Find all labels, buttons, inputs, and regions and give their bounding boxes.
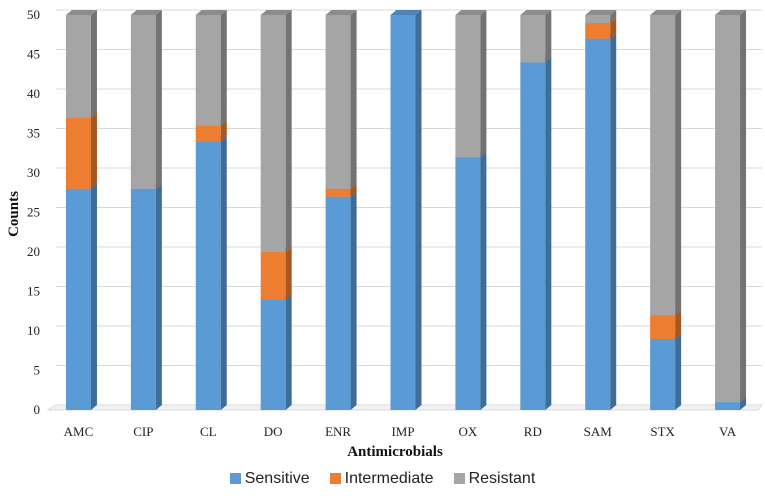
bar-segment-sensitive-rd — [520, 57, 552, 411]
bar-segment-resistant-do — [260, 10, 292, 252]
bar-segment-sensitive-amc — [65, 183, 97, 410]
y-tick-label: 30 — [27, 165, 40, 180]
bar-segment-sensitive-do — [260, 294, 292, 410]
x-tick-label: VA — [719, 424, 737, 439]
bar-segment-sensitive-sam — [585, 33, 617, 410]
x-tick-label: DO — [264, 424, 283, 439]
y-tick-label: 40 — [27, 86, 40, 101]
y-tick-label: 20 — [27, 244, 40, 259]
x-tick-label: ENR — [325, 424, 351, 439]
legend-label: Intermediate — [344, 470, 434, 487]
legend-swatch — [229, 473, 241, 484]
bar-segment-sensitive-enr — [325, 191, 357, 410]
legend-swatch — [329, 473, 341, 484]
x-tick-label: IMP — [391, 424, 414, 439]
y-tick-label: 45 — [27, 47, 40, 62]
x-axis-title: Antimicrobials — [347, 444, 443, 460]
bar-segment-sensitive-stx — [650, 333, 682, 410]
y-tick-label: 15 — [27, 284, 40, 299]
bar-segment-intermediate-amc — [65, 112, 97, 189]
x-tick-label: RD — [524, 424, 542, 439]
bar-segment-sensitive-cip — [130, 183, 162, 410]
y-tick-label: 10 — [27, 323, 40, 338]
bar-segment-resistant-stx — [650, 10, 682, 316]
y-tick-label: 5 — [34, 363, 41, 378]
bar-segment-resistant-amc — [65, 10, 97, 118]
bar-segment-sensitive-ox — [455, 152, 487, 410]
bar-segment-sensitive-imp — [390, 10, 422, 410]
x-tick-label: SAM — [584, 424, 613, 439]
legend-label: Sensitive — [244, 470, 310, 487]
y-tick-label: 50 — [27, 7, 40, 22]
legend-item-resistant: Resistant — [453, 470, 536, 488]
x-tick-label: AMC — [64, 424, 94, 439]
x-tick-label: CIP — [133, 424, 153, 439]
y-axis-title: Counts — [6, 191, 22, 237]
bar-segment-sensitive-cl — [195, 136, 227, 410]
legend-label: Resistant — [468, 470, 536, 487]
x-tick-label: STX — [650, 424, 675, 439]
bar-segment-resistant-va — [715, 10, 747, 403]
bar-segment-resistant-ox — [455, 10, 487, 158]
x-tick-label: OX — [459, 424, 478, 439]
bar-segment-resistant-cl — [195, 10, 227, 126]
chart-legend: Sensitive Intermediate Resistant — [0, 470, 765, 488]
bar-segment-resistant-enr — [325, 10, 357, 189]
y-tick-label: 0 — [34, 402, 41, 417]
x-tick-label: CL — [200, 424, 217, 439]
y-tick-label: 35 — [27, 126, 40, 141]
bar-segment-resistant-cip — [130, 10, 162, 189]
legend-item-sensitive: Sensitive — [229, 470, 310, 488]
bar-segment-resistant-rd — [520, 10, 552, 63]
bar-segment-intermediate-do — [260, 247, 292, 300]
legend-item-intermediate: Intermediate — [329, 470, 434, 488]
y-tick-label: 25 — [27, 205, 40, 220]
legend-swatch — [453, 473, 465, 484]
bar-segment-resistant-sam — [585, 10, 617, 23]
